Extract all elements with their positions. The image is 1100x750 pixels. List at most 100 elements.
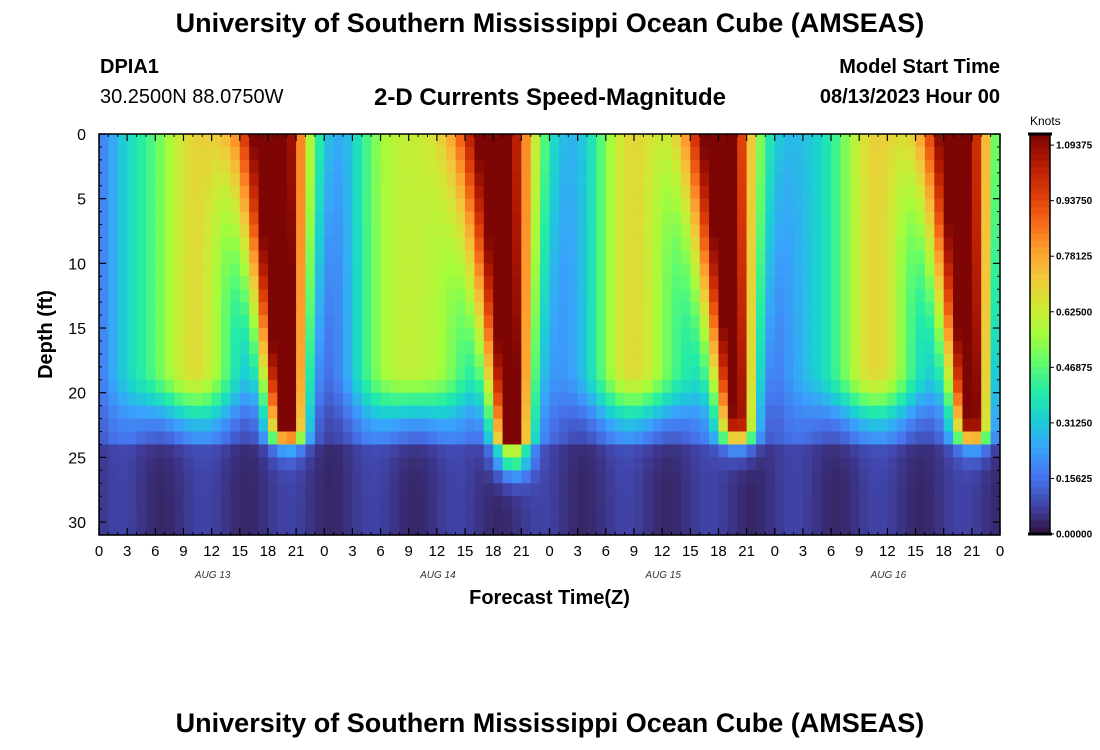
heat-cell — [221, 470, 231, 484]
heat-cell — [465, 276, 476, 290]
colorbar-segment — [1030, 260, 1050, 268]
heat-cell — [943, 224, 954, 239]
heat-cell — [418, 405, 429, 420]
heat-cell — [802, 340, 813, 355]
heat-cell — [774, 276, 785, 290]
heat-cell — [333, 483, 344, 497]
heat-cell — [455, 366, 466, 381]
heat-cell — [943, 405, 954, 420]
page-title: University of Southern Mississippi Ocean… — [175, 8, 925, 38]
heat-cell — [549, 431, 560, 446]
heat-cell — [596, 185, 607, 200]
heat-cell — [755, 172, 766, 187]
heat-cell — [511, 185, 522, 200]
heat-cell — [455, 405, 466, 420]
heat-cell — [230, 522, 241, 536]
heat-cell — [774, 237, 785, 252]
heat-cell — [483, 483, 494, 497]
heat-cell — [127, 470, 138, 484]
heat-cell — [962, 496, 973, 510]
heat-cell — [755, 496, 766, 510]
heat-cell — [784, 276, 795, 290]
colorbar-segment — [1030, 374, 1050, 382]
heat-cell — [183, 470, 194, 484]
heat-cell — [671, 250, 682, 264]
heat-cell — [436, 353, 447, 368]
heat-cell — [971, 315, 982, 329]
heat-cell — [127, 509, 138, 523]
heat-cell — [296, 276, 307, 290]
heat-cell — [990, 340, 1001, 355]
heat-cell — [906, 328, 917, 342]
heat-cell — [267, 405, 278, 420]
heat-cell — [662, 328, 673, 342]
heat-cell — [474, 366, 485, 381]
heat-cell — [840, 483, 851, 497]
x-tick-label: 12 — [203, 543, 220, 560]
heat-cell — [737, 134, 748, 148]
heat-cell — [971, 250, 982, 264]
heat-cell — [906, 496, 917, 510]
heat-cell — [699, 159, 710, 174]
heat-cell — [577, 159, 588, 174]
heat-cell — [145, 444, 156, 458]
heat-cell — [465, 237, 476, 252]
heat-cell — [389, 444, 400, 458]
heat-cell — [333, 315, 344, 329]
heat-cell — [887, 496, 898, 510]
heat-cell — [633, 509, 644, 523]
heat-cell — [906, 444, 917, 458]
heat-cell — [849, 353, 860, 368]
heat-cell — [277, 483, 288, 497]
heat-cell — [662, 483, 673, 497]
heat-cell — [596, 328, 607, 342]
heat-cell — [859, 353, 870, 368]
heat-cell — [427, 237, 438, 252]
heat-cell — [633, 315, 644, 329]
heat-cell — [108, 470, 119, 484]
heat-cell — [352, 289, 363, 303]
heat-cell — [305, 134, 316, 148]
heat-cell — [333, 470, 344, 484]
heat-cell — [746, 237, 757, 252]
heat-cell — [971, 159, 982, 174]
heat-cell — [868, 353, 879, 368]
heat-cell — [587, 328, 598, 342]
heat-cell — [774, 134, 785, 148]
colorbar-tick-label: 0.93750 — [1056, 196, 1093, 207]
heat-cell — [943, 185, 954, 200]
heat-cell — [962, 522, 973, 536]
heat-cell — [802, 146, 813, 161]
heat-cell — [352, 211, 363, 226]
colorbar-segment — [1030, 227, 1050, 235]
heat-cell — [671, 340, 682, 355]
heat-cell — [924, 185, 935, 200]
heat-cell — [361, 198, 372, 213]
heat-cell — [981, 340, 992, 355]
heat-cell — [596, 392, 607, 407]
heat-cell — [568, 211, 579, 226]
heat-cell — [145, 302, 156, 316]
heat-cell — [127, 198, 138, 213]
heat-cell — [605, 405, 616, 420]
heat-cell — [774, 405, 785, 420]
heat-cell — [624, 237, 635, 252]
heat-cell — [455, 353, 466, 368]
heat-cell — [174, 340, 185, 355]
heat-cell — [868, 276, 879, 290]
heat-cell — [821, 392, 832, 407]
heat-cell — [136, 276, 147, 290]
heat-cell — [286, 328, 297, 342]
heat-cell — [502, 289, 513, 303]
heat-cell — [774, 185, 785, 200]
heat-cell — [277, 237, 288, 252]
heat-cell — [174, 134, 185, 148]
heat-cell — [709, 198, 720, 213]
heat-cell — [145, 496, 156, 510]
heat-cell — [624, 444, 635, 458]
heat-cell — [540, 328, 551, 342]
heat-cell — [915, 211, 926, 226]
heat-cell — [183, 379, 194, 394]
heat-cell — [324, 289, 335, 303]
heat-cell — [868, 146, 879, 161]
